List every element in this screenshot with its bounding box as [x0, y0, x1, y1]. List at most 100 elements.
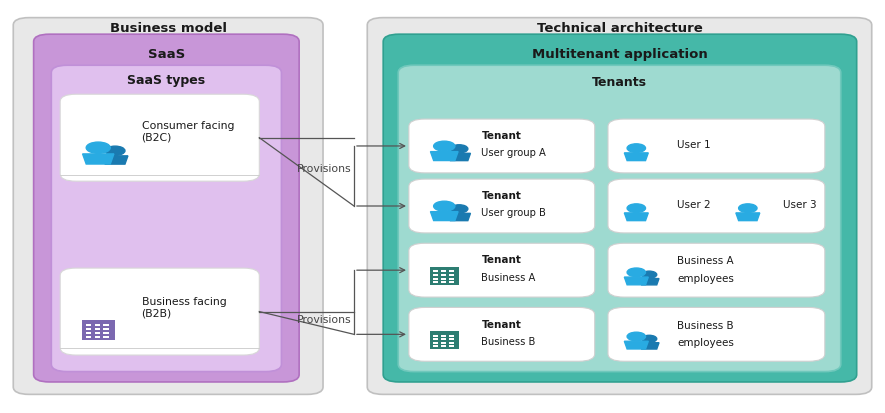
Bar: [434, 274, 438, 276]
FancyBboxPatch shape: [383, 35, 857, 382]
Bar: [441, 271, 446, 273]
Polygon shape: [430, 152, 458, 161]
Text: User 2: User 2: [677, 199, 711, 209]
Text: (B2B): (B2B): [142, 308, 172, 318]
Bar: [441, 338, 446, 340]
Bar: [434, 278, 438, 280]
Bar: [449, 345, 453, 348]
Text: employees: employees: [677, 273, 734, 283]
Polygon shape: [103, 157, 128, 165]
Bar: [441, 342, 446, 344]
FancyBboxPatch shape: [34, 35, 299, 382]
Bar: [449, 342, 453, 344]
Text: employees: employees: [677, 337, 734, 347]
Text: Tenants: Tenants: [592, 76, 647, 89]
Bar: [449, 278, 453, 280]
Bar: [81, 320, 115, 340]
Bar: [441, 335, 446, 337]
Circle shape: [86, 143, 111, 154]
Text: User 3: User 3: [783, 199, 817, 209]
FancyBboxPatch shape: [409, 244, 595, 297]
Text: User group B: User group B: [481, 208, 546, 218]
Bar: [434, 271, 438, 273]
Bar: [430, 267, 458, 285]
Circle shape: [434, 142, 455, 152]
Polygon shape: [624, 342, 649, 349]
Text: Tenant: Tenant: [481, 191, 521, 201]
Circle shape: [627, 332, 645, 341]
FancyBboxPatch shape: [409, 180, 595, 233]
Bar: [95, 336, 100, 339]
FancyBboxPatch shape: [60, 268, 259, 355]
Polygon shape: [735, 214, 760, 221]
FancyBboxPatch shape: [608, 120, 825, 173]
Text: Provisions: Provisions: [297, 314, 351, 324]
Circle shape: [434, 202, 455, 211]
Circle shape: [627, 204, 645, 213]
Circle shape: [450, 205, 468, 214]
Polygon shape: [82, 154, 114, 165]
Text: Business B: Business B: [677, 320, 734, 330]
Text: Business B: Business B: [481, 336, 535, 346]
Text: Tenant: Tenant: [481, 255, 521, 265]
Text: SaaS types: SaaS types: [127, 74, 205, 87]
Text: Business A: Business A: [677, 256, 734, 266]
FancyBboxPatch shape: [608, 180, 825, 233]
Bar: [104, 332, 109, 335]
Polygon shape: [430, 212, 458, 221]
Bar: [441, 345, 446, 348]
Text: Business A: Business A: [481, 272, 535, 282]
FancyBboxPatch shape: [409, 120, 595, 173]
Bar: [430, 331, 458, 349]
Bar: [434, 345, 438, 348]
FancyBboxPatch shape: [608, 244, 825, 297]
Text: Business facing: Business facing: [142, 297, 227, 306]
Polygon shape: [448, 214, 471, 221]
Polygon shape: [639, 279, 659, 285]
Polygon shape: [624, 278, 649, 285]
Polygon shape: [624, 154, 649, 161]
Bar: [434, 342, 438, 344]
Text: Provisions: Provisions: [297, 163, 351, 173]
Text: (B2C): (B2C): [142, 132, 172, 142]
Circle shape: [627, 268, 645, 277]
Bar: [104, 328, 109, 330]
Text: User group A: User group A: [481, 148, 546, 158]
FancyBboxPatch shape: [409, 308, 595, 361]
Bar: [95, 332, 100, 335]
Circle shape: [627, 145, 645, 153]
Bar: [441, 274, 446, 276]
Bar: [434, 335, 438, 337]
Text: Tenant: Tenant: [481, 319, 521, 329]
Text: User 1: User 1: [677, 140, 711, 150]
Circle shape: [642, 335, 657, 342]
Bar: [449, 282, 453, 284]
Text: Consumer facing: Consumer facing: [142, 121, 235, 131]
Bar: [86, 332, 91, 335]
Bar: [449, 338, 453, 340]
Text: Technical architecture: Technical architecture: [536, 22, 703, 36]
Bar: [449, 271, 453, 273]
FancyBboxPatch shape: [367, 19, 872, 394]
Circle shape: [105, 147, 125, 156]
Bar: [95, 328, 100, 330]
Bar: [434, 338, 438, 340]
Bar: [95, 324, 100, 326]
Bar: [104, 324, 109, 326]
Bar: [449, 335, 453, 337]
Circle shape: [642, 271, 657, 278]
Bar: [86, 324, 91, 326]
Text: Tenant: Tenant: [481, 131, 521, 141]
FancyBboxPatch shape: [608, 308, 825, 361]
Polygon shape: [448, 154, 471, 161]
Bar: [86, 328, 91, 330]
FancyBboxPatch shape: [60, 95, 259, 182]
Bar: [441, 278, 446, 280]
FancyBboxPatch shape: [13, 19, 323, 394]
Bar: [441, 282, 446, 284]
Text: Business model: Business model: [110, 22, 227, 36]
Bar: [434, 282, 438, 284]
Bar: [86, 336, 91, 339]
Text: SaaS: SaaS: [148, 48, 185, 61]
Bar: [104, 336, 109, 339]
